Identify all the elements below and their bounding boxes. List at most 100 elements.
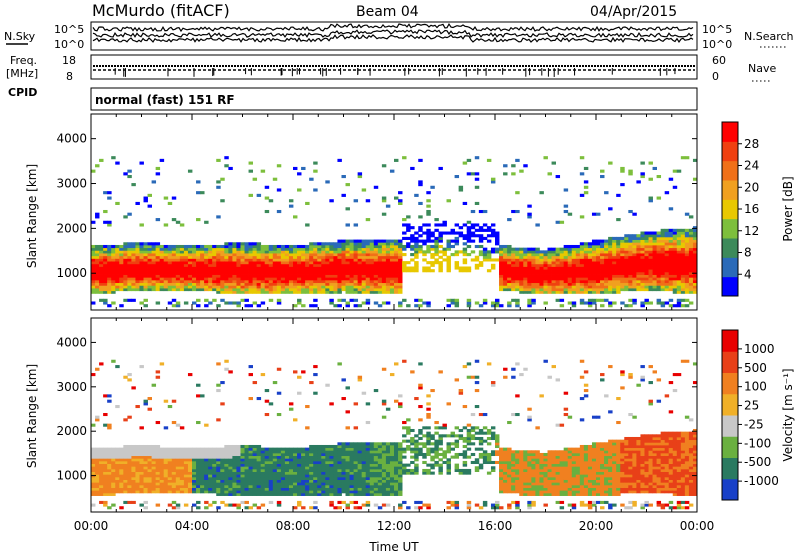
power-cell [676,169,682,173]
velocity-cell [317,466,322,470]
velocity-cell [272,460,278,465]
velocity-cell [276,487,282,491]
velocity-cell [345,386,350,390]
power-cell [200,269,205,273]
power-cell [563,209,569,214]
velocity-cell [353,487,359,491]
power-cell [208,247,213,251]
velocity-cell [260,482,266,486]
power-cell [268,266,274,270]
power-cell [587,282,593,286]
power-cell [398,282,403,286]
power-cell [333,274,338,278]
power-cell [591,298,597,302]
power-cell [99,277,104,281]
velocity-cell [212,474,217,478]
power-cell [377,282,383,286]
power-cell [596,290,601,294]
velocity-cell [183,452,189,457]
velocity-cell [232,458,237,462]
power-cell [462,242,468,246]
velocity-cell [454,444,460,449]
power-cell [365,263,371,267]
power-cell [389,282,395,286]
power-cell [551,250,556,254]
power-cell [377,304,383,308]
power-cell [208,271,213,275]
power-cell [183,285,189,289]
power-cell [644,253,649,257]
power-cell [192,258,197,262]
velocity-cell [183,460,189,465]
velocity-cell [163,487,169,491]
power-cell [183,253,189,257]
power-cell [478,228,484,232]
power-cell [604,263,609,267]
power-cell [430,253,435,257]
velocity-cell [276,413,282,417]
power-cell [543,288,548,292]
power-cell [143,250,148,254]
power-cell [252,290,258,294]
velocity-cell [389,479,395,483]
power-x-ticks [90,114,698,310]
power-cell [377,253,383,257]
power-cell [664,269,670,273]
power-cell [652,236,657,240]
velocity-cell [111,484,116,488]
power-cell [591,274,597,278]
velocity-cell [357,447,363,451]
power-cell [442,258,447,262]
power-cell [111,290,116,294]
velocity-cell [204,466,209,470]
velocity-cell [402,463,407,467]
power-cell [119,285,124,289]
power-cell [450,253,455,257]
velocity-cell [398,460,403,465]
power-cell [309,288,314,292]
power-cell [272,279,278,284]
power-cell [317,277,322,281]
velocity-cell [159,463,165,467]
velocity-cell [179,468,185,472]
power-cell [600,258,605,262]
power-cell [192,261,197,265]
power-cell [123,274,128,278]
power-cell [293,215,298,219]
velocity-cell [183,458,189,462]
velocity-cell [276,479,282,483]
power-cell [563,288,569,292]
power-cell [248,279,253,284]
velocity-cell [131,455,136,459]
velocity-cell [107,492,112,496]
velocity-cell [103,447,108,451]
velocity-cell [159,482,165,486]
velocity-cell [474,436,480,441]
power-cell [95,279,100,284]
power-cell [385,285,391,289]
power-cell [644,282,649,286]
power-cell [620,242,625,246]
power-cell [587,304,593,308]
power-cell [446,242,451,246]
power-cell [482,228,488,232]
power-cell [224,244,229,249]
power-cell [301,277,306,281]
velocity-cell [438,452,443,457]
power-cell [276,277,282,281]
power-cell [620,239,625,243]
power-cell [139,247,144,251]
power-cell [236,258,241,262]
velocity-cell [119,450,124,454]
power-cell [385,255,391,259]
power-cell [567,277,573,281]
velocity-cell [361,490,367,494]
power-cell [583,271,589,275]
velocity-cell [200,466,205,470]
power-cell [264,285,270,289]
power-cell [293,263,298,267]
velocity-cell [143,444,148,449]
power-cell [248,266,253,270]
power-cell [95,277,100,281]
velocity-cell [236,455,241,459]
